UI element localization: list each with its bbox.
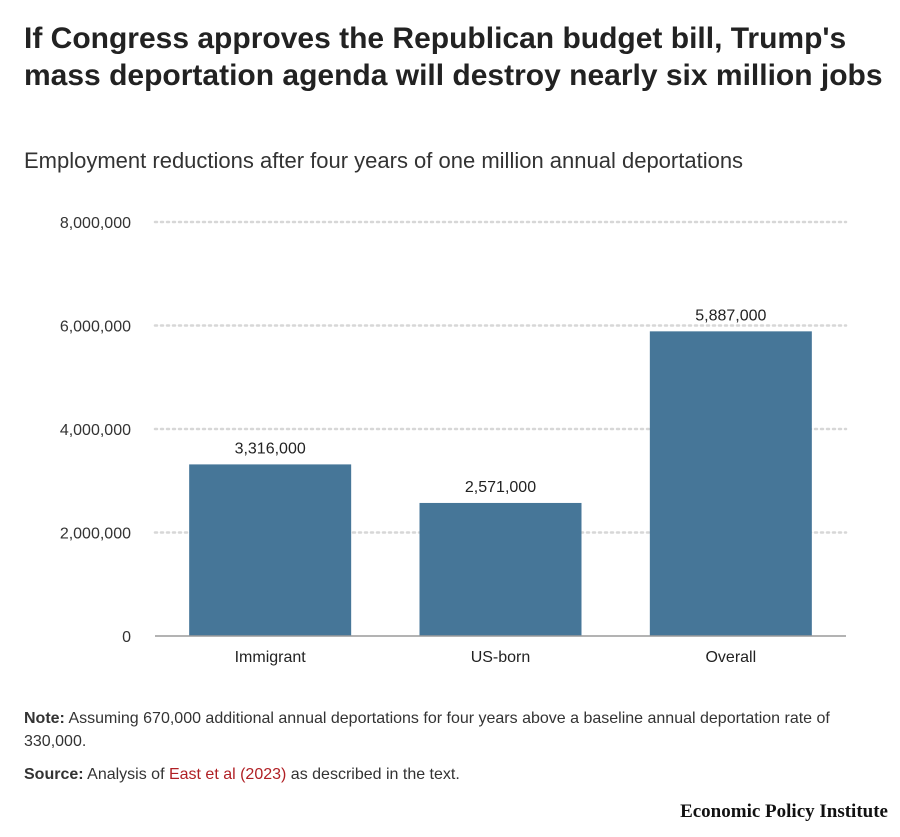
y-tick-label: 2,000,000 — [60, 526, 131, 543]
bar-chart: 0 2,000,000 4,000,000 6,000,000 8,000,000 3,3… — [60, 215, 848, 666]
bar — [649, 331, 812, 636]
brand-logo-text: Economic Policy Institute — [680, 801, 888, 822]
y-tick-label: 4,000,000 — [60, 422, 131, 439]
bar-value-label: 3,316,000 — [235, 440, 306, 457]
x-tick-label: US-born — [471, 649, 531, 666]
source-label: Source: — [24, 766, 84, 783]
y-tick-label: 8,000,000 — [60, 215, 131, 232]
y-tick-label: 6,000,000 — [60, 319, 131, 336]
source-suffix: as described in the text. — [286, 766, 460, 783]
bar-value-label: 2,571,000 — [465, 479, 536, 496]
chart-notes: Note: Assuming 670,000 additional annual… — [24, 707, 844, 796]
y-tick-label: 0 — [122, 629, 131, 646]
x-tick-label: Overall — [705, 649, 756, 666]
source-link[interactable]: East et al (2023) — [168, 766, 287, 783]
note-line: Note: Assuming 670,000 additional annual… — [24, 707, 844, 753]
bar — [419, 502, 582, 636]
chart-title: If Congress approves the Republican budg… — [24, 22, 883, 92]
x-tick-label: Immigrant — [235, 649, 307, 666]
bar — [189, 464, 352, 636]
source-prefix: Analysis of — [83, 766, 169, 783]
note-label: Note: — [24, 710, 65, 727]
bar-value-label: 5,887,000 — [695, 307, 766, 324]
chart-subtitle: Employment reductions after four years o… — [24, 148, 744, 173]
note-text: Assuming 670,000 additional annual depor… — [24, 710, 830, 750]
source-line: Source: Analysis of East et al (2023) as… — [24, 763, 844, 786]
